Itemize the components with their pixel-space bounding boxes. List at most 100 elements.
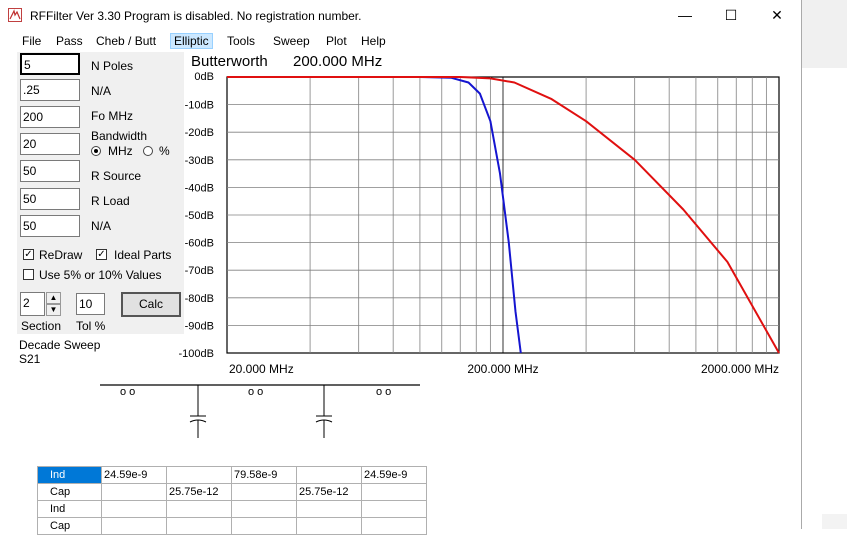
schematic-node-1: o o bbox=[120, 386, 135, 398]
background-block bbox=[822, 514, 847, 529]
table-cell[interactable] bbox=[296, 517, 362, 535]
tol-input[interactable]: 10 bbox=[76, 293, 105, 315]
fo-input[interactable]: 200 bbox=[20, 106, 80, 128]
spin-down-button[interactable]: ▼ bbox=[46, 304, 61, 316]
table-cell[interactable]: 24.59e-9 bbox=[101, 466, 167, 484]
bw-pct-radio[interactable] bbox=[143, 146, 153, 156]
response-plot: Butterworth 200.000 MHz 0dB -10dB -20dB -30… bbox=[179, 53, 780, 376]
use-values-label: Use 5% or 10% Values bbox=[39, 268, 162, 282]
table-cell[interactable] bbox=[101, 517, 167, 535]
na-label-2: N/A bbox=[91, 219, 112, 233]
table-row[interactable]: Ind bbox=[37, 500, 427, 518]
menu-file[interactable]: File bbox=[22, 34, 42, 48]
r-load-label: R Load bbox=[91, 194, 130, 208]
table-cell[interactable] bbox=[231, 517, 297, 535]
schematic-node-2: o o bbox=[248, 386, 263, 398]
table-cell[interactable] bbox=[361, 517, 427, 535]
menu-help[interactable]: Help bbox=[361, 34, 386, 48]
y-tick-label: -80dB bbox=[185, 293, 214, 305]
x-tick-label: 20.000 MHz bbox=[229, 362, 294, 376]
row-header[interactable]: Ind bbox=[37, 500, 102, 518]
menu-tools[interactable]: Tools bbox=[227, 34, 256, 48]
table-cell[interactable]: 79.58e-9 bbox=[231, 466, 297, 484]
table-row[interactable]: Cap 25.75e-12 25.75e-12 bbox=[37, 483, 427, 501]
table-row[interactable]: Cap bbox=[37, 517, 427, 535]
table-cell[interactable] bbox=[231, 500, 297, 518]
x-axis-ticks: 20.000 MHz 200.000 MHz 2000.000 MHz bbox=[229, 362, 779, 376]
table-cell[interactable] bbox=[101, 500, 167, 518]
filter-type-label: Butterworth bbox=[191, 53, 268, 70]
wideband-curve bbox=[227, 76, 780, 354]
maximize-button[interactable]: ☐ bbox=[724, 7, 738, 23]
r-source-input[interactable]: 50 bbox=[20, 160, 80, 182]
table-row[interactable]: Ind 24.59e-9 79.58e-9 24.59e-9 bbox=[37, 466, 427, 484]
menu-plot[interactable]: Plot bbox=[326, 34, 347, 48]
spin-up-button[interactable]: ▲ bbox=[46, 292, 61, 304]
calc-button[interactable]: Calc bbox=[121, 292, 181, 317]
redraw-checkbox[interactable]: ✓ bbox=[23, 249, 34, 260]
y-tick-label: -100dB bbox=[179, 348, 214, 360]
row-header[interactable]: Ind bbox=[37, 466, 102, 484]
parameter-panel: 5 N Poles .25 N/A 200 Fo MHz 20 Bandwidt… bbox=[17, 52, 184, 334]
plot-curves bbox=[227, 76, 780, 354]
table-cell[interactable] bbox=[361, 500, 427, 518]
table-cell[interactable] bbox=[166, 466, 232, 484]
bandwidth-input[interactable]: 20 bbox=[20, 133, 80, 155]
y-tick-label: -10dB bbox=[185, 100, 214, 112]
component-table: Ind 24.59e-9 79.58e-9 24.59e-9 Cap 25.75e-12 2… bbox=[37, 466, 427, 535]
r-load-input[interactable]: 50 bbox=[20, 188, 80, 210]
table-cell[interactable] bbox=[296, 466, 362, 484]
bw-mhz-label: MHz bbox=[108, 144, 133, 158]
menu-elliptic[interactable]: Elliptic bbox=[170, 33, 213, 49]
n-poles-label: N Poles bbox=[91, 59, 134, 73]
n-poles-input[interactable]: 5 bbox=[20, 53, 80, 75]
menu-sweep[interactable]: Sweep bbox=[273, 34, 310, 48]
y-tick-label: -90dB bbox=[185, 320, 214, 332]
background-right bbox=[802, 0, 847, 529]
ideal-parts-checkbox[interactable]: ✓ bbox=[96, 249, 107, 260]
row-header[interactable]: Cap bbox=[37, 517, 102, 535]
table-cell[interactable] bbox=[166, 500, 232, 518]
y-tick-label: -30dB bbox=[185, 155, 214, 167]
na-label-1: N/A bbox=[91, 84, 112, 98]
schematic-node-3: o o bbox=[376, 386, 391, 398]
use-values-checkbox[interactable] bbox=[23, 269, 34, 280]
fo-label: Fo MHz bbox=[91, 109, 133, 123]
plot-grid bbox=[226, 76, 780, 354]
na-input-1[interactable]: .25 bbox=[20, 79, 80, 101]
section-label: Section bbox=[21, 319, 62, 333]
row-header[interactable]: Cap bbox=[37, 483, 102, 501]
x-tick-label: 200.000 MHz bbox=[467, 362, 538, 376]
menu-pass[interactable]: Pass bbox=[56, 34, 83, 48]
background-stripe bbox=[802, 68, 847, 529]
redraw-label: ReDraw bbox=[39, 248, 83, 262]
close-button[interactable]: ✕ bbox=[771, 7, 783, 23]
na-input-2[interactable]: 50 bbox=[20, 215, 80, 237]
ideal-parts-label: Ideal Parts bbox=[114, 248, 172, 262]
x-tick-label: 2000.000 MHz bbox=[701, 362, 779, 376]
y-tick-label: -40dB bbox=[185, 182, 214, 194]
schematic-diagram: o o o o o o bbox=[100, 384, 420, 438]
table-cell[interactable]: 24.59e-9 bbox=[361, 466, 427, 484]
table-cell[interactable] bbox=[296, 500, 362, 518]
tol-label: Tol % bbox=[76, 319, 106, 333]
table-cell[interactable] bbox=[361, 483, 427, 501]
bw-mhz-radio[interactable] bbox=[91, 146, 101, 156]
menu-bar: File Pass Cheb / Butt Elliptic Tools Swe… bbox=[0, 31, 801, 52]
window-title: RFFilter Ver 3.30 Program is disabled. N… bbox=[30, 9, 362, 23]
app-icon bbox=[8, 8, 22, 22]
shunt-capacitor-2 bbox=[315, 385, 333, 438]
section-input[interactable]: 2 bbox=[20, 292, 45, 316]
table-cell[interactable] bbox=[166, 517, 232, 535]
sweep-mode-label: Decade Sweep bbox=[19, 338, 101, 352]
center-frequency-label: 200.000 MHz bbox=[293, 53, 382, 70]
table-cell[interactable] bbox=[231, 483, 297, 501]
minimize-button[interactable]: — bbox=[678, 7, 692, 23]
menu-cheb-butt[interactable]: Cheb / Butt bbox=[96, 34, 157, 48]
r-source-label: R Source bbox=[91, 169, 142, 183]
title-bar: RFFilter Ver 3.30 Program is disabled. N… bbox=[0, 0, 801, 31]
table-cell[interactable] bbox=[101, 483, 167, 501]
y-tick-label: -60dB bbox=[185, 238, 214, 250]
table-cell[interactable]: 25.75e-12 bbox=[166, 483, 232, 501]
table-cell[interactable]: 25.75e-12 bbox=[296, 483, 362, 501]
